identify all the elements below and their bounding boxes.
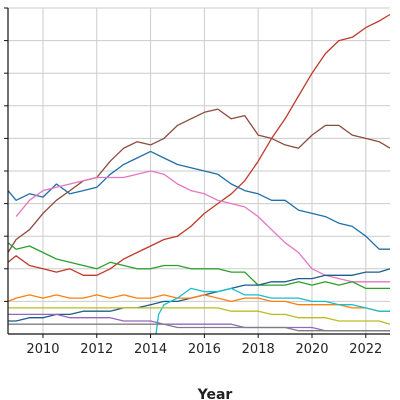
x-tick-labels: 2010 2012 2014 2016 2018 2020 2022 [26,334,382,357]
x-tick-label: 2010 [26,342,59,357]
series-line-8 [155,287,390,335]
series-line-1 [7,13,391,276]
x-tick-label: 2020 [295,342,328,357]
series-line-4 [15,170,390,283]
x-tick-label: 2022 [349,342,382,357]
x-axis-title: Year [197,387,233,400]
series-line-7 [7,294,390,312]
x-tick-label: 2014 [134,342,167,357]
series-line-9 [8,307,391,325]
series-line-5 [7,242,390,290]
y-tick-marks [4,7,8,302]
series-line-2 [7,108,391,253]
series-group [7,13,391,335]
x-tick-label: 2018 [242,342,275,357]
grid [8,7,390,334]
x-tick-label: 2012 [80,342,113,357]
x-tick-label: 2016 [188,342,221,357]
series-line-3 [7,150,390,250]
series-line-11 [8,323,390,332]
series-line-10 [8,313,390,332]
